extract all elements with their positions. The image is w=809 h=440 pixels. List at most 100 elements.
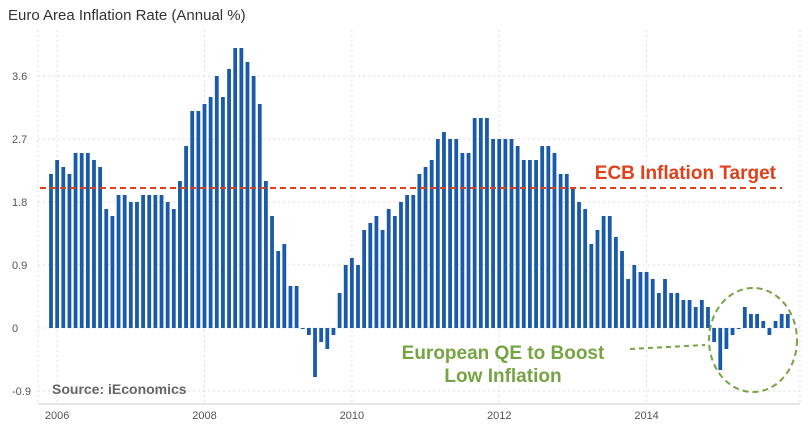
bar (368, 223, 373, 328)
x-tick-label: 2010 (340, 410, 364, 422)
bar (749, 314, 753, 328)
bar (650, 279, 655, 328)
y-tick-label: 3.6 (12, 71, 27, 83)
bar (497, 139, 502, 328)
x-tick-label: 2006 (45, 410, 69, 422)
qe-annotation-line1: European QE to Boost (402, 343, 605, 364)
bar (49, 174, 53, 328)
bar (110, 216, 115, 328)
bar (589, 244, 594, 328)
x-tick-label: 2014 (634, 410, 658, 422)
bar (693, 307, 698, 328)
bar (208, 97, 213, 328)
bar (442, 132, 446, 328)
bar (264, 181, 268, 328)
bar (85, 153, 90, 328)
annotation-connector (629, 344, 706, 350)
bar (276, 251, 281, 328)
bar (761, 321, 766, 328)
bar (509, 139, 514, 328)
bar (337, 293, 342, 328)
bar (571, 188, 575, 328)
bar (699, 300, 704, 328)
y-tick-label: -0.9 (12, 386, 31, 398)
bar (423, 167, 428, 328)
bar (466, 153, 471, 328)
bar (742, 307, 747, 328)
bar (221, 97, 225, 328)
bar (528, 160, 532, 328)
bar (184, 146, 188, 328)
bar (724, 328, 729, 349)
bar (196, 111, 201, 328)
bar (411, 195, 416, 328)
x-tick-label: 2012 (487, 410, 511, 422)
bar (663, 279, 667, 328)
bar (257, 104, 262, 328)
bar (767, 328, 772, 335)
bar (386, 209, 391, 328)
bar (435, 139, 440, 328)
bar (540, 146, 545, 328)
bar (583, 209, 588, 328)
y-tick-label: 0 (12, 323, 18, 335)
bar (165, 202, 170, 328)
bar (153, 195, 158, 328)
bar (227, 69, 231, 328)
bar (313, 328, 317, 377)
bar (349, 258, 354, 328)
bar (675, 293, 680, 328)
bar (147, 195, 152, 328)
bar (736, 328, 741, 329)
y-tick-label: 0.9 (12, 260, 27, 272)
bar (626, 279, 631, 328)
bar (190, 111, 195, 328)
target-label: ECB Inflation Target (595, 163, 777, 184)
bar (356, 265, 360, 328)
bar (429, 160, 434, 328)
bar (251, 76, 256, 328)
bars (49, 48, 790, 377)
bar (601, 216, 606, 328)
bar (98, 167, 103, 328)
bar (515, 146, 520, 328)
bar (755, 314, 759, 328)
bar (67, 174, 72, 328)
qe-annotation-line2: Low Inflation (444, 366, 561, 387)
bar (564, 174, 569, 328)
bar (122, 195, 127, 328)
bar (306, 328, 311, 335)
bar (104, 209, 109, 328)
bar (399, 202, 403, 328)
bar (79, 153, 84, 328)
bar (325, 328, 330, 349)
bar (448, 139, 452, 328)
bar (638, 272, 643, 328)
bar (92, 160, 96, 328)
bar (61, 167, 66, 328)
source-label: Source: iEconomics (52, 381, 187, 397)
bar (73, 153, 78, 328)
bar (485, 118, 489, 328)
bar (478, 118, 483, 328)
bar (656, 293, 661, 328)
bar (595, 230, 600, 328)
bar (202, 104, 207, 328)
bar (620, 251, 624, 328)
bar (159, 195, 164, 328)
axis-ticks: -0.9 0 0.9 1.8 2.7 3.6 2006 2008 2010 2012 2014 (12, 71, 659, 422)
bar (632, 265, 637, 328)
bar (712, 328, 717, 342)
bar (392, 216, 397, 328)
bar (55, 160, 60, 328)
bar (319, 328, 324, 342)
bar (128, 202, 133, 328)
bar (681, 300, 686, 328)
bar (730, 328, 735, 335)
y-tick-label: 2.7 (12, 134, 27, 146)
bar (779, 314, 784, 328)
bar (294, 286, 299, 328)
bar (454, 139, 459, 328)
bar (270, 216, 274, 328)
